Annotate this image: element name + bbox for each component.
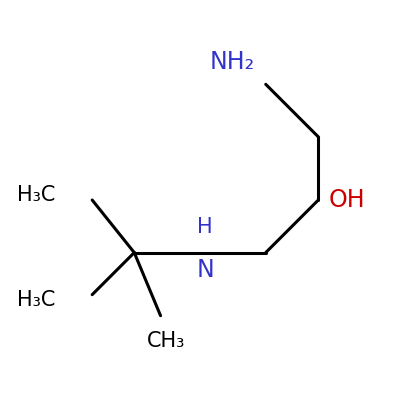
Text: N: N bbox=[196, 258, 214, 282]
Text: H₃C: H₃C bbox=[17, 185, 55, 205]
Text: OH: OH bbox=[329, 188, 366, 212]
Text: H: H bbox=[198, 217, 213, 237]
Text: NH₂: NH₂ bbox=[210, 50, 255, 74]
Text: H₃C: H₃C bbox=[17, 290, 55, 310]
Text: CH₃: CH₃ bbox=[147, 332, 185, 352]
